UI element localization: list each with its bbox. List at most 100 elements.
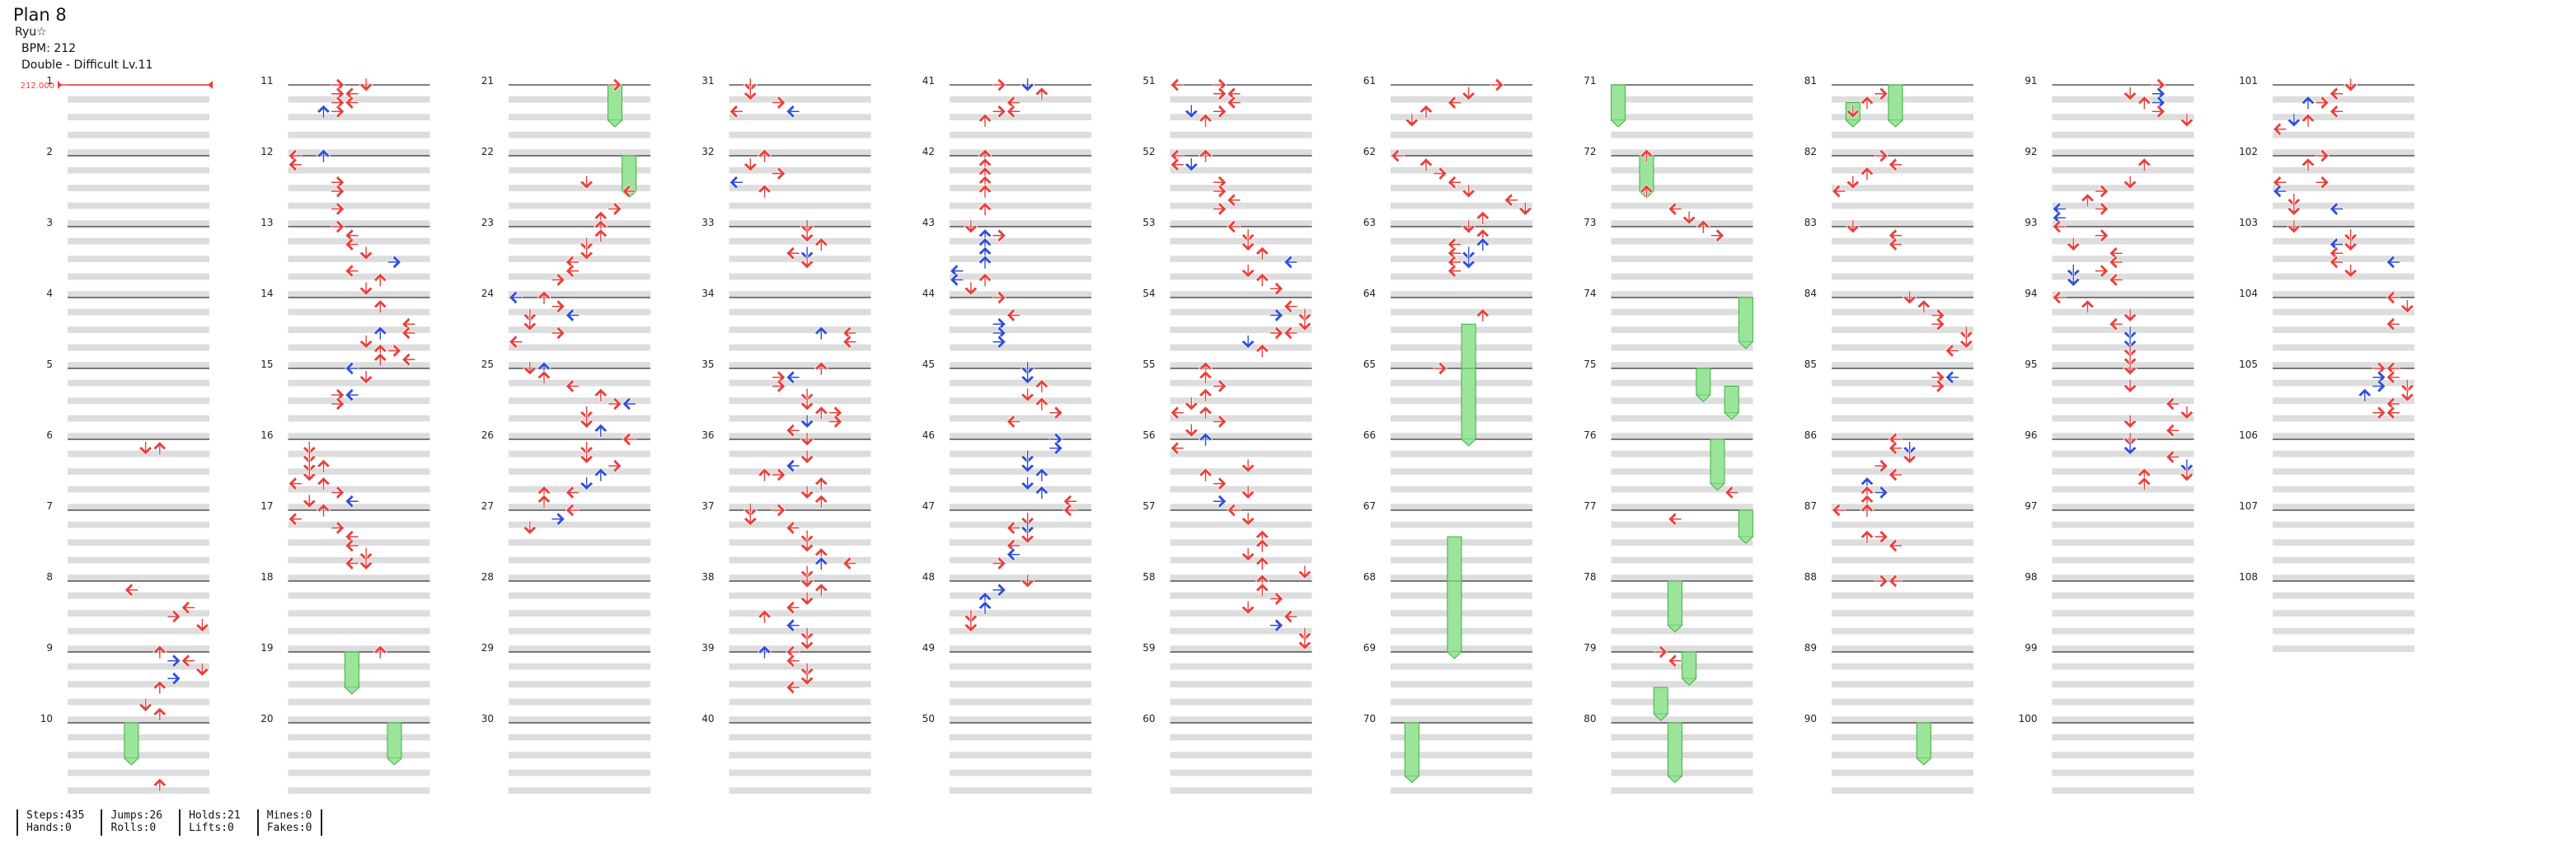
measure-55 — [1170, 368, 1312, 439]
arrow-right-icon — [992, 335, 1006, 349]
arrow-down-icon — [800, 396, 814, 411]
arrow-down-icon — [800, 635, 814, 650]
beat-row — [1170, 663, 1312, 670]
arrow-down-icon — [964, 618, 978, 633]
measure-44 — [950, 297, 1091, 368]
arrow-up-icon — [1199, 432, 1213, 447]
measure-38 — [729, 580, 871, 652]
arrow-down-icon — [1021, 77, 1035, 92]
arrow-left-icon — [345, 556, 359, 570]
beat-row — [2052, 362, 2194, 368]
beat-row — [68, 592, 209, 599]
beat-row — [2052, 485, 2194, 493]
arrow-down-icon — [1959, 335, 1973, 349]
beat-row — [288, 379, 430, 387]
hold-tail — [1710, 483, 1725, 491]
measure-56 — [1170, 438, 1312, 510]
arrow-up-icon — [152, 706, 167, 721]
beat-row — [1170, 752, 1312, 758]
beat-row — [2273, 433, 2414, 439]
beat-row — [2052, 610, 2194, 617]
arrow-right-icon — [1874, 87, 1889, 101]
beat-row — [68, 698, 209, 706]
beat-row — [288, 202, 430, 209]
beat-row — [509, 326, 650, 333]
beat-row — [1832, 556, 1973, 564]
arrow-up-icon — [1035, 467, 1049, 482]
measure-number: 78 — [1584, 571, 1596, 583]
beat-row — [1391, 237, 1532, 245]
stat-jumps: Jumps:26 — [110, 809, 163, 822]
measure-73 — [1611, 226, 1753, 298]
beat-row — [288, 485, 430, 493]
beat-row — [509, 415, 650, 422]
measure-number: 92 — [2025, 146, 2037, 157]
measure-66 — [1391, 438, 1532, 510]
beat-row — [1611, 237, 1753, 245]
beat-row — [950, 185, 1091, 191]
beat-row — [950, 166, 1091, 174]
beat-row — [2052, 556, 2194, 564]
song-difficulty: Double - Difficult Lv.11 — [21, 59, 153, 72]
beat-row — [950, 202, 1091, 209]
beat-row — [68, 291, 209, 298]
beat-row — [2052, 326, 2194, 333]
arrow-left-icon — [1888, 574, 1903, 588]
hold-tail — [1668, 625, 1682, 633]
beat-row — [68, 450, 209, 457]
measure-number: 5 — [46, 359, 53, 370]
hold-tail — [1845, 120, 1860, 128]
arrow-left-icon — [1945, 344, 1959, 358]
arrow-right-icon — [2095, 264, 2109, 279]
arrow-down-icon — [359, 556, 373, 570]
measure-12 — [288, 155, 430, 227]
measure-number: 84 — [1804, 288, 1817, 299]
arrow-right-icon — [1874, 574, 1889, 588]
arrow-up-icon — [2301, 96, 2316, 110]
measure-53 — [1170, 226, 1312, 298]
beat-row — [288, 698, 430, 706]
beat-row — [2052, 131, 2194, 138]
beat-row — [1832, 521, 1973, 528]
beat-row — [68, 556, 209, 564]
beat-row — [68, 131, 209, 138]
measure-number: 93 — [2025, 217, 2037, 228]
beat-row — [1611, 326, 1753, 333]
arrow-right-icon — [1269, 618, 1283, 633]
beat-row — [1170, 397, 1312, 404]
beat-row — [729, 397, 871, 404]
measure-97 — [2052, 509, 2194, 581]
beat-row — [1832, 698, 1973, 706]
arrow-down-icon — [2400, 379, 2414, 393]
measure-91 — [2052, 84, 2194, 156]
arrow-down-icon — [2344, 77, 2358, 92]
arrow-down-icon — [579, 415, 594, 429]
hold-note — [124, 722, 139, 759]
arrow-up-icon — [152, 441, 167, 456]
measure-number: 80 — [1584, 713, 1596, 724]
beat-row — [1832, 220, 1973, 227]
beat-row — [509, 504, 650, 510]
beat-row — [1170, 379, 1312, 387]
measure-number: 97 — [2025, 500, 2037, 512]
arrow-right-icon — [992, 104, 1006, 119]
beat-row — [950, 220, 1091, 227]
hold-note — [1461, 368, 1476, 440]
beat-row — [1832, 415, 1973, 422]
measure-number: 71 — [1584, 75, 1596, 87]
measure-number: 82 — [1804, 146, 1817, 157]
beat-row — [509, 433, 650, 439]
beat-row — [1170, 149, 1312, 156]
beat-row — [288, 273, 430, 280]
arrow-up-icon — [152, 680, 167, 695]
measure-number: 8 — [46, 571, 53, 583]
arrow-right-icon — [331, 521, 345, 535]
beat-row — [1170, 716, 1312, 723]
beat-row — [1170, 610, 1312, 617]
beat-row — [1832, 468, 1973, 475]
beat-row — [950, 734, 1091, 741]
measure-28 — [509, 580, 650, 652]
arrow-right-icon — [2315, 148, 2330, 163]
arrow-up-icon — [373, 645, 387, 659]
beat-row — [2052, 397, 2194, 404]
